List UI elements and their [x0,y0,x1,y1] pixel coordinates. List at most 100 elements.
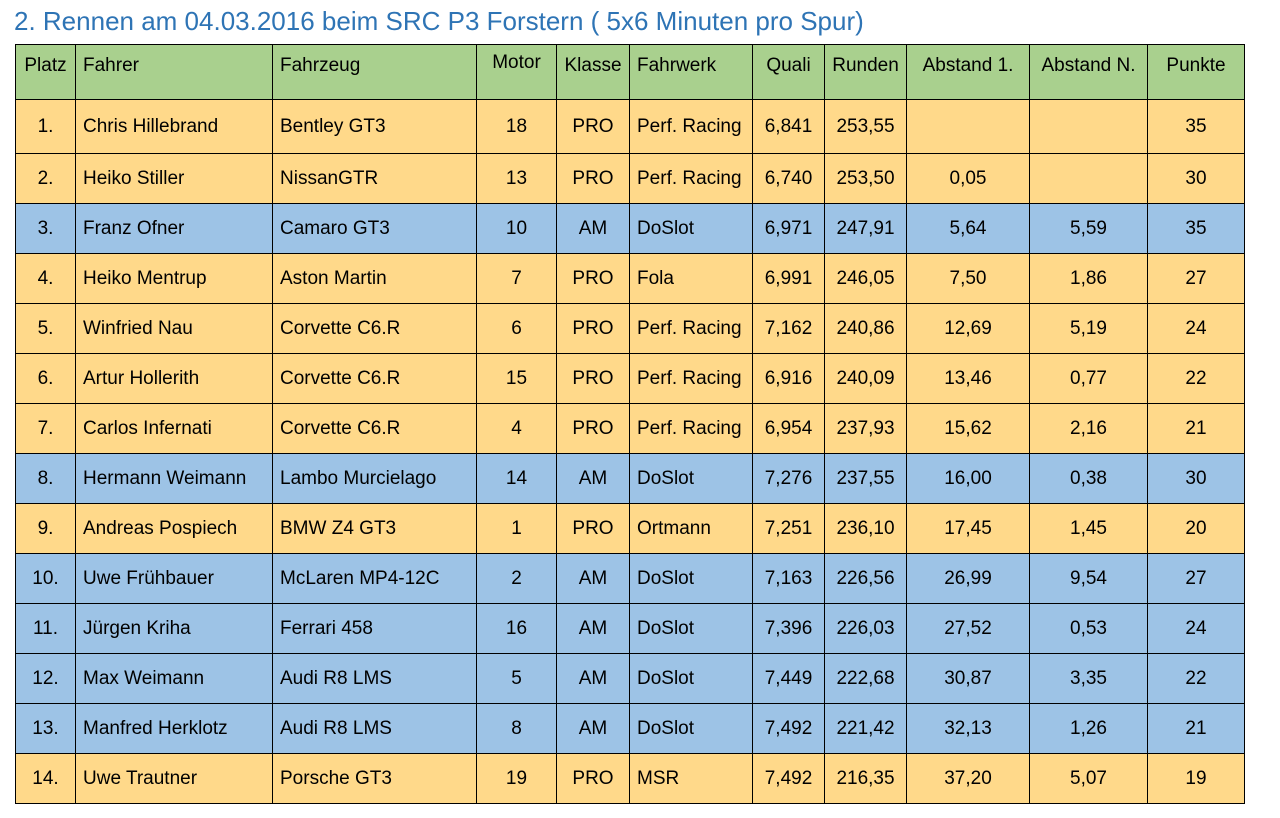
cell-fahrer: Uwe Frühbauer [75,553,273,604]
cell-fahrwerk: DoSlot [629,203,753,254]
cell-punkte: 30 [1147,453,1245,504]
cell-abstand-1: 17,45 [906,503,1030,554]
cell-punkte: 24 [1147,303,1245,354]
cell-fahrer: Heiko Mentrup [75,253,273,304]
cell-quali: 7,449 [752,653,825,704]
cell-punkte: 21 [1147,703,1245,754]
cell-fahrzeug: BMW Z4 GT3 [272,503,477,554]
page-title: 2. Rennen am 04.03.2016 beim SRC P3 Fors… [14,6,864,36]
cell-fahrer: Max Weimann [75,653,273,704]
table-row: 3. Franz Ofner Camaro GT3 10 AM DoSlot 6,971 24… [15,203,1245,254]
cell-fahrwerk: DoSlot [629,603,753,654]
cell-motor: 2 [476,553,557,604]
cell-fahrwerk: Perf. Racing [629,303,753,354]
cell-quali: 7,492 [752,753,825,804]
cell-quali: 7,276 [752,453,825,504]
cell-klasse: AM [556,553,630,604]
cell-platz: 5. [15,303,76,354]
cell-platz: 12. [15,653,76,704]
cell-fahrzeug: Audi R8 LMS [272,703,477,754]
cell-platz: 3. [15,203,76,254]
table-row: 7. Carlos Infernati Corvette C6.R 4 PRO Perf.… [15,403,1245,454]
cell-motor: 19 [476,753,557,804]
cell-klasse: PRO [556,99,630,154]
cell-fahrwerk: Perf. Racing [629,353,753,404]
cell-abstand-n: 0,38 [1029,453,1148,504]
col-header-abstand-n: Abstand N. [1029,44,1148,100]
cell-fahrer: Andreas Pospiech [75,503,273,554]
cell-runden: 222,68 [824,653,907,704]
table-row: 4. Heiko Mentrup Aston Martin 7 PRO Fola 6,991… [15,253,1245,304]
cell-runden: 236,10 [824,503,907,554]
cell-runden: 237,55 [824,453,907,504]
cell-quali: 6,971 [752,203,825,254]
cell-fahrer: Winfried Nau [75,303,273,354]
cell-fahrwerk: Perf. Racing [629,99,753,154]
cell-runden: 240,09 [824,353,907,404]
cell-fahrer: Heiko Stiller [75,153,273,204]
cell-klasse: AM [556,603,630,654]
cell-runden: 226,56 [824,553,907,604]
col-header-runden: Runden [824,44,907,100]
cell-klasse: AM [556,653,630,704]
cell-punkte: 24 [1147,603,1245,654]
cell-abstand-n: 2,16 [1029,403,1148,454]
cell-abstand-n: 0,77 [1029,353,1148,404]
cell-quali: 7,162 [752,303,825,354]
col-header-abstand-1: Abstand 1. [906,44,1030,100]
cell-platz: 13. [15,703,76,754]
cell-fahrzeug: Corvette C6.R [272,303,477,354]
cell-punkte: 35 [1147,99,1245,154]
cell-abstand-n: 5,07 [1029,753,1148,804]
cell-punkte: 27 [1147,553,1245,604]
cell-fahrwerk: Perf. Racing [629,403,753,454]
cell-fahrwerk: DoSlot [629,703,753,754]
cell-punkte: 30 [1147,153,1245,204]
cell-platz: 9. [15,503,76,554]
cell-runden: 237,93 [824,403,907,454]
cell-abstand-n [1029,153,1148,204]
table-row: 2. Heiko Stiller NissanGTR 13 PRO Perf. Racin… [15,153,1245,204]
cell-fahrzeug: NissanGTR [272,153,477,204]
cell-motor: 18 [476,99,557,154]
cell-fahrzeug: Camaro GT3 [272,203,477,254]
cell-motor: 13 [476,153,557,204]
cell-fahrer: Carlos Infernati [75,403,273,454]
table-row: 1. Chris Hillebrand Bentley GT3 18 PRO Perf. … [15,99,1245,154]
cell-quali: 7,163 [752,553,825,604]
cell-runden: 221,42 [824,703,907,754]
cell-klasse: PRO [556,253,630,304]
cell-motor: 10 [476,203,557,254]
cell-abstand-1: 13,46 [906,353,1030,404]
cell-runden: 216,35 [824,753,907,804]
cell-quali: 7,492 [752,703,825,754]
cell-fahrer: Chris Hillebrand [75,99,273,154]
cell-abstand-n: 5,59 [1029,203,1148,254]
cell-punkte: 27 [1147,253,1245,304]
cell-quali: 7,396 [752,603,825,654]
cell-abstand-1: 16,00 [906,453,1030,504]
cell-fahrzeug: Aston Martin [272,253,477,304]
cell-punkte: 21 [1147,403,1245,454]
table-row: 13. Manfred Herklotz Audi R8 LMS 8 AM DoSlot 7… [15,703,1245,754]
cell-fahrwerk: Fola [629,253,753,304]
col-header-fahrer: Fahrer [75,44,273,100]
cell-abstand-1: 32,13 [906,703,1030,754]
cell-fahrwerk: DoSlot [629,553,753,604]
col-header-quali: Quali [752,44,825,100]
cell-motor: 7 [476,253,557,304]
cell-abstand-1: 26,99 [906,553,1030,604]
cell-abstand-n [1029,99,1148,154]
cell-runden: 246,05 [824,253,907,304]
cell-runden: 247,91 [824,203,907,254]
cell-fahrzeug: Ferrari 458 [272,603,477,654]
cell-fahrer: Hermann Weimann [75,453,273,504]
cell-platz: 1. [15,99,76,154]
cell-platz: 14. [15,753,76,804]
table-row: 11. Jürgen Kriha Ferrari 458 16 AM DoSlot 7,39… [15,603,1245,654]
cell-abstand-n: 5,19 [1029,303,1148,354]
cell-platz: 6. [15,353,76,404]
cell-motor: 16 [476,603,557,654]
cell-motor: 1 [476,503,557,554]
col-header-klasse: Klasse [556,44,630,100]
